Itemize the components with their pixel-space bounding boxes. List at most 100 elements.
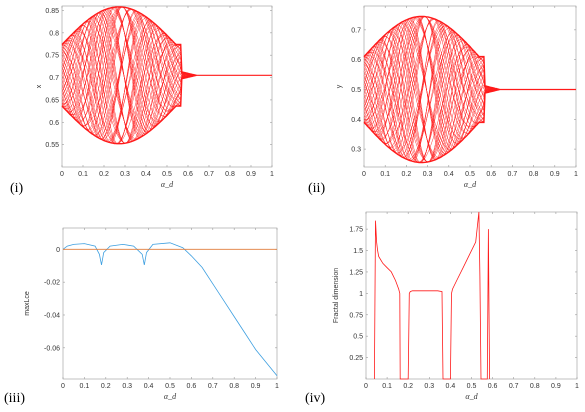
x-tick-label: 0.2 xyxy=(101,383,111,390)
y-tick-label: 1.75 xyxy=(349,227,363,234)
x-tick-label: 0.9 xyxy=(246,171,256,178)
x-tick-label: 0.4 xyxy=(141,171,151,178)
x-tick-label: 0.7 xyxy=(208,383,218,390)
x-tick-label: 0.5 xyxy=(165,383,175,390)
envelope-upper xyxy=(61,6,197,76)
x-tick-label: 0.8 xyxy=(529,171,539,178)
x-tick-label: 0.4 xyxy=(144,383,154,390)
y-tick-label: 0.75 xyxy=(349,312,363,319)
panel-ii-chart: 0 0.1 0.2 0.3 0.4 0.5 0.6 0.7 0.8 0.9 1 0.3 0.4 0.5 0.… xyxy=(308,5,578,196)
x-tick-label: 0.5 xyxy=(162,171,172,178)
bifurcation-curve xyxy=(363,19,500,144)
series-line-0 xyxy=(374,211,490,380)
y-tick-label: 0.3 xyxy=(351,147,361,154)
y-tick-label: 0.5 xyxy=(353,334,363,341)
y-tick-label: -0.04 xyxy=(44,312,60,319)
bifurcation-curve xyxy=(61,6,197,122)
x-tick-label: 0.2 xyxy=(403,383,413,390)
x-tick-label: 0.4 xyxy=(444,171,454,178)
bifurcation-curve xyxy=(61,9,197,137)
y-tick-label: 0.8 xyxy=(49,30,59,37)
x-tick-label: 1 xyxy=(275,383,279,390)
y-tick-label: 0.6 xyxy=(49,120,59,127)
bifurcation-curve xyxy=(363,18,500,156)
x-tick-label: 1 xyxy=(270,171,274,178)
plot-frame xyxy=(62,227,278,380)
x-axis-label: α_d xyxy=(161,180,174,189)
y-axis-label: y xyxy=(336,84,343,88)
y-axis-label: Fractal dimension xyxy=(333,268,340,323)
bifurcation-curve xyxy=(61,22,197,144)
y-axis-label: maxLce xyxy=(24,291,31,316)
x-tick-label: 0 xyxy=(364,383,368,390)
bifurcation-curve xyxy=(363,16,500,150)
x-tick-label: 0 xyxy=(60,171,64,178)
envelope-lower xyxy=(61,74,197,145)
bifurcation-curve xyxy=(61,17,197,143)
x-tick-label: 0.1 xyxy=(380,171,390,178)
x-axis-label: α_d xyxy=(464,180,477,189)
x-tick-label: 0.3 xyxy=(423,171,433,178)
y-tick-label: 0.65 xyxy=(45,97,59,104)
bifurcation-curve xyxy=(363,42,500,163)
y-tick-label: 1 xyxy=(359,291,363,298)
x-tick-label: 0.8 xyxy=(530,383,540,390)
x-tick-label: 0.8 xyxy=(225,171,235,178)
panel-label: (ii) xyxy=(308,181,325,196)
x-tick-label: 0.1 xyxy=(78,171,88,178)
y-tick-label: 0.4 xyxy=(351,117,361,124)
bifurcation-curve xyxy=(363,35,500,163)
panel-iv-chart: 0 0.1 0.2 0.3 0.4 0.5 0.6 0.7 0.8 0.9 1 0.25 0.5 0.75… xyxy=(305,211,579,406)
y-tick-label: -0.06 xyxy=(44,345,60,352)
x-tick-label: 0.7 xyxy=(509,383,519,390)
panel-label: (iii) xyxy=(4,391,25,406)
plot-frame xyxy=(365,211,578,380)
x-tick-label: 1 xyxy=(574,171,578,178)
envelope-lower xyxy=(363,88,500,164)
bifurcation-curve xyxy=(363,26,500,162)
x-axis-label: α_d xyxy=(164,392,177,401)
x-tick-label: 0.3 xyxy=(122,383,132,390)
bifurcation-curve xyxy=(363,16,500,147)
x-axis-label: α_d xyxy=(465,392,478,401)
bifurcation-curve xyxy=(363,19,500,154)
x-tick-label: 0.8 xyxy=(229,383,239,390)
bifurcation-curve xyxy=(61,24,197,144)
y-tick-label: 0 xyxy=(56,247,60,254)
y-tick-label: 0.5 xyxy=(351,87,361,94)
y-tick-label: 0.25 xyxy=(349,355,363,362)
y-tick-label: 0.55 xyxy=(45,142,59,149)
bifurcation-curve xyxy=(363,16,500,139)
x-tick-label: 0.5 xyxy=(465,171,475,178)
x-tick-label: 0.6 xyxy=(187,383,197,390)
x-tick-label: 0 xyxy=(61,383,65,390)
bifurcation-curve xyxy=(61,28,197,144)
bifurcation-curve xyxy=(61,14,197,143)
bifurcation-lobes xyxy=(363,16,500,163)
x-tick-label: 0.9 xyxy=(251,383,261,390)
y-tick-label: 0.7 xyxy=(49,75,59,82)
x-tick-label: 0.3 xyxy=(120,171,130,178)
y-tick-label: 0.85 xyxy=(45,8,59,15)
y-tick-label: 0.7 xyxy=(351,27,361,34)
x-tick-label: 0 xyxy=(362,171,366,178)
x-tick-label: 0.2 xyxy=(402,171,412,178)
y-tick-label: 1.25 xyxy=(349,269,363,276)
bifurcation-curve xyxy=(363,32,500,163)
bifurcation-curve xyxy=(61,15,197,143)
bifurcation-curve xyxy=(61,10,197,141)
x-tick-label: 1 xyxy=(575,383,579,390)
x-tick-label: 0.7 xyxy=(508,171,518,178)
y-tick-label: 1.5 xyxy=(353,248,363,255)
bifurcation-curve xyxy=(363,27,500,161)
series-line-0 xyxy=(62,242,278,376)
x-tick-label: 0.6 xyxy=(486,171,496,178)
y-axis-label: x xyxy=(36,84,43,88)
panel-iii-chart: 0 0.1 0.2 0.3 0.4 0.5 0.6 0.7 0.8 0.9 1 0 -0.02 -0.04… xyxy=(4,227,279,406)
x-tick-label: 0.7 xyxy=(204,171,214,178)
x-tick-label: 0.2 xyxy=(99,171,109,178)
bifurcation-curve xyxy=(61,7,197,132)
y-tick-label: -0.02 xyxy=(44,280,60,287)
x-tick-label: 0.6 xyxy=(488,383,498,390)
